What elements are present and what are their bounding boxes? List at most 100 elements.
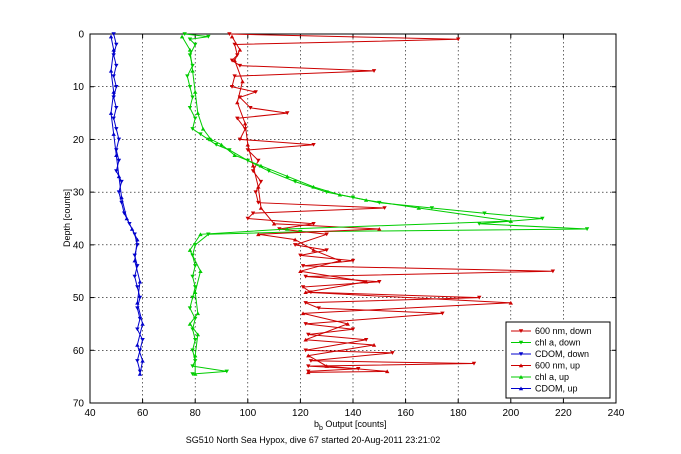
legend-label: chl a, down: [535, 338, 581, 348]
data-point: [198, 269, 203, 273]
data-point: [187, 53, 193, 58]
data-point: [250, 211, 256, 216]
data-point: [108, 111, 114, 115]
data-point: [193, 372, 198, 376]
chart-caption: SG510 North Sea Hypox, dive 67 started 2…: [186, 435, 441, 445]
data-point: [540, 216, 545, 221]
legend-label: 600 nm, down: [535, 326, 592, 336]
data-point: [456, 37, 461, 42]
y-tick-label: 50: [73, 293, 85, 304]
data-point: [285, 111, 290, 116]
legend-label: 600 nm, up: [535, 361, 580, 371]
x-axis-ticks: 40 60 80 100 120 140 160 180 200 220 240: [84, 34, 625, 419]
data-point: [206, 137, 211, 142]
data-point: [219, 142, 224, 147]
y-tick-label: 70: [73, 399, 85, 410]
data-point: [337, 258, 343, 263]
data-point: [232, 74, 237, 79]
data-point: [190, 127, 195, 131]
x-tick-label: 100: [239, 408, 256, 419]
data-point: [193, 337, 198, 342]
data-point: [237, 47, 243, 52]
data-point: [114, 106, 119, 110]
data-point: [508, 300, 513, 305]
data-point: [482, 211, 487, 216]
data-point: [132, 274, 137, 279]
data-point: [245, 142, 250, 147]
data-point: [111, 53, 116, 58]
data-point: [198, 132, 203, 137]
x-tick-label: 40: [84, 408, 96, 419]
data-point: [111, 116, 116, 121]
series-4: [179, 34, 513, 376]
data-point: [256, 200, 261, 205]
data-point: [253, 190, 258, 195]
data-point: [193, 42, 198, 47]
data-point: [190, 372, 195, 376]
y-tick-label: 30: [73, 188, 85, 199]
data-point: [185, 74, 190, 79]
data-point: [187, 47, 193, 52]
data-point: [227, 32, 232, 36]
data-point: [303, 274, 308, 279]
legend-entry: chl a, down: [511, 338, 581, 348]
data-point: [129, 227, 135, 231]
data-point: [137, 279, 143, 284]
legend-entry: 600 nm, up: [511, 361, 580, 371]
data-point: [114, 153, 119, 158]
data-point: [240, 79, 245, 84]
legend-marker: [518, 375, 524, 379]
data-point: [187, 306, 193, 311]
data-point: [429, 206, 435, 210]
data-point: [350, 258, 356, 263]
series-line: [231, 36, 511, 373]
data-point: [232, 153, 237, 158]
data-point: [237, 137, 243, 142]
series-line: [229, 33, 553, 372]
data-point: [140, 337, 145, 342]
data-point: [382, 206, 387, 210]
data-point: [440, 311, 445, 316]
legend-label: chl a, up: [535, 372, 569, 382]
data-point: [384, 369, 390, 374]
data-point: [324, 364, 329, 368]
data-point: [363, 337, 369, 342]
data-point: [363, 279, 369, 284]
data-point: [242, 127, 248, 131]
data-point: [303, 337, 308, 342]
data-point: [187, 37, 193, 42]
data-point: [190, 364, 195, 369]
legend-entry: CDOM, down: [511, 349, 589, 359]
data-point: [308, 359, 314, 363]
legend-entry: 600 nm, down: [511, 326, 592, 336]
y-tick-label: 0: [78, 30, 84, 41]
data-point: [195, 111, 201, 115]
data-point: [135, 343, 140, 347]
x-axis-label: bb Output [counts]: [314, 419, 386, 432]
data-point: [477, 222, 482, 226]
data-point: [114, 63, 119, 68]
data-point: [350, 327, 356, 332]
data-point: [271, 221, 277, 226]
data-point: [390, 351, 395, 355]
data-point: [140, 321, 145, 326]
data-point: [306, 364, 311, 369]
legend-marker: [518, 352, 524, 356]
data-point: [111, 132, 116, 136]
data-point: [187, 248, 193, 252]
data-point: [193, 290, 198, 295]
data-point: [377, 279, 382, 284]
x-tick-label: 60: [137, 408, 149, 419]
data-point: [337, 192, 343, 197]
data-point: [111, 47, 116, 52]
data-point: [584, 227, 590, 232]
data-point: [377, 227, 382, 231]
data-point: [179, 34, 185, 39]
data-point: [111, 95, 116, 100]
data-point: [190, 95, 195, 100]
data-point: [193, 264, 198, 268]
x-tick-label: 240: [608, 408, 625, 419]
data-point: [190, 274, 195, 279]
series-3: [229, 34, 513, 375]
data-point: [116, 190, 122, 195]
